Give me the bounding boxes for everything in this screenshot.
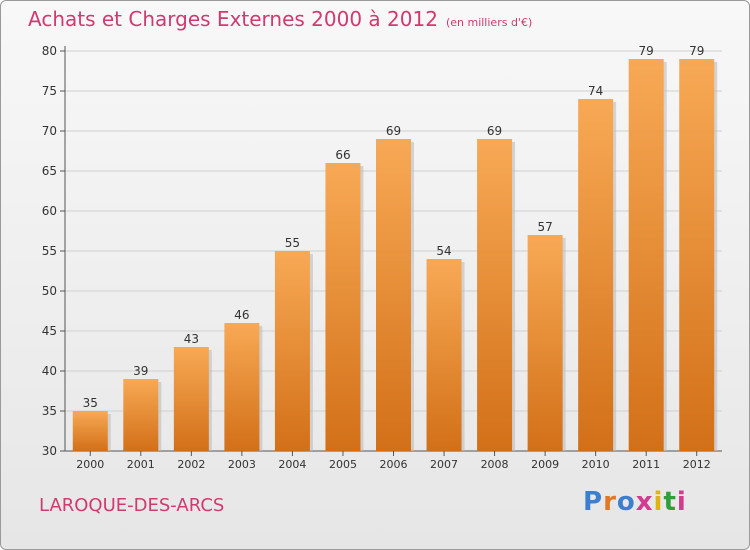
data-label: 55 — [285, 236, 300, 250]
logo-letter: i — [653, 487, 664, 517]
y-tick-label: 35 — [42, 404, 57, 418]
data-label: 35 — [83, 396, 98, 410]
chart-unit-label: (en milliers d'€) — [445, 16, 533, 29]
chart-title-main: Achats et Charges Externes 2000 à 2012 — [28, 7, 438, 31]
y-tick-label: 80 — [42, 44, 57, 58]
x-tick-label: 2002 — [177, 458, 205, 471]
logo-letter: r — [603, 487, 617, 517]
logo-letter: o — [616, 487, 636, 517]
data-label: 66 — [335, 148, 350, 162]
bar-2003 — [224, 323, 260, 451]
data-label: 54 — [436, 244, 451, 258]
bar-2002 — [173, 347, 209, 451]
x-tick-label: 2007 — [430, 458, 458, 471]
y-tick-label: 45 — [42, 324, 57, 338]
y-tick-label: 30 — [42, 444, 57, 458]
proxiti-logo: Proxiti — [583, 487, 687, 517]
bar-2008 — [477, 139, 513, 451]
data-label: 79 — [689, 44, 704, 58]
x-tick-label: 2000 — [76, 458, 104, 471]
bar-2004 — [274, 251, 310, 451]
x-tick-label: 2008 — [481, 458, 509, 471]
data-label: 69 — [386, 124, 401, 138]
x-tick-label: 2003 — [228, 458, 256, 471]
y-tick-label: 70 — [42, 124, 57, 138]
bar-2011 — [628, 59, 664, 451]
logo-letter: t — [663, 487, 677, 517]
bar-2005 — [325, 163, 361, 451]
x-tick-label: 2005 — [329, 458, 357, 471]
data-label: 39 — [133, 364, 148, 378]
labels: 30 35 40 45 50 55 60 65 70 75 80 2000 35 2001 39 2002 43… — [42, 44, 711, 471]
data-label: 74 — [588, 84, 603, 98]
bar-2012 — [679, 59, 715, 451]
y-tick-label: 75 — [42, 84, 57, 98]
bars — [72, 59, 718, 451]
y-tick-label: 50 — [42, 284, 57, 298]
x-tick-label: 2011 — [632, 458, 660, 471]
y-tick-label: 40 — [42, 364, 57, 378]
bar-2010 — [578, 99, 614, 451]
bar-2000 — [72, 411, 108, 451]
data-label: 43 — [184, 332, 199, 346]
y-tick-label: 60 — [42, 204, 57, 218]
x-tick-label: 2001 — [127, 458, 155, 471]
bar-2009 — [527, 235, 563, 451]
logo-letter: P — [583, 487, 604, 517]
x-tick-label: 2006 — [380, 458, 408, 471]
logo-letter: i — [676, 487, 687, 517]
y-tick-label: 55 — [42, 244, 57, 258]
bar-2006 — [376, 139, 411, 451]
data-label: 46 — [234, 308, 249, 322]
bar-2001 — [123, 379, 159, 451]
bar-2007 — [426, 259, 462, 451]
x-tick-label: 2004 — [278, 458, 306, 471]
data-label: 79 — [639, 44, 654, 58]
chart-title: Achats et Charges Externes 2000 à 2012 (e… — [28, 7, 532, 31]
x-tick-label: 2009 — [531, 458, 559, 471]
x-tick-label: 2010 — [582, 458, 610, 471]
data-label: 69 — [487, 124, 502, 138]
commune-name: LAROQUE-DES-ARCS — [39, 495, 225, 516]
logo-letter: x — [635, 487, 654, 517]
x-tick-label: 2012 — [683, 458, 711, 471]
y-tick-label: 65 — [42, 164, 57, 178]
data-label: 57 — [537, 220, 552, 234]
